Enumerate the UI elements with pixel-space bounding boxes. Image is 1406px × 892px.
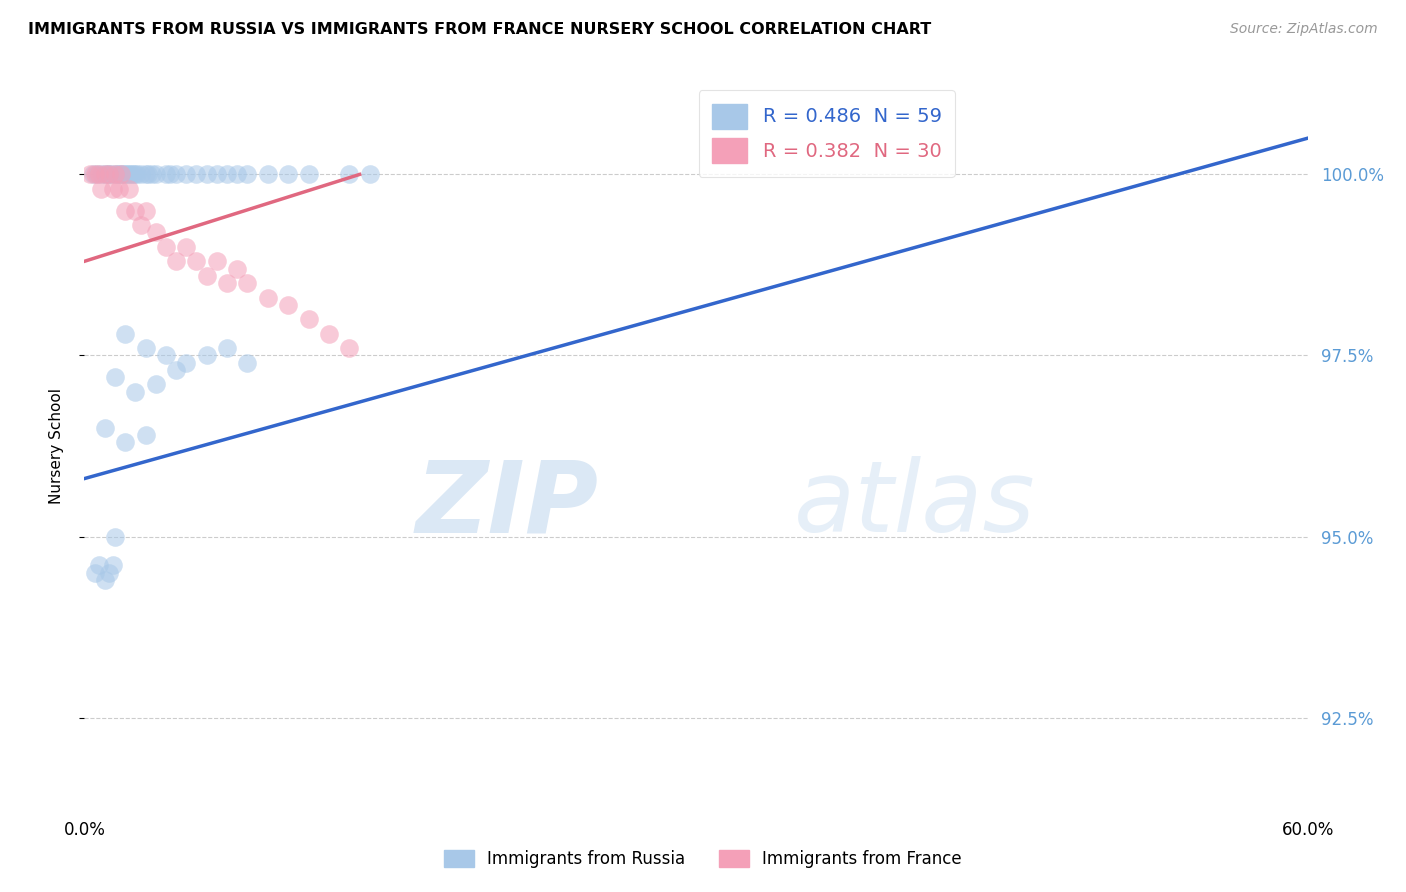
Text: Source: ZipAtlas.com: Source: ZipAtlas.com [1230, 22, 1378, 37]
Legend: Immigrants from Russia, Immigrants from France: Immigrants from Russia, Immigrants from … [437, 843, 969, 875]
Point [155, 349, 177, 363]
Text: atlas: atlas [794, 456, 1035, 553]
Point [110, 168, 132, 182]
Point [114, 203, 136, 218]
Point [114, 168, 136, 182]
Point [165, 363, 187, 377]
Point [135, 428, 157, 442]
Point [97, 566, 120, 580]
Point [131, 218, 153, 232]
Point [141, 168, 163, 182]
Point [174, 240, 197, 254]
Point [205, 168, 228, 182]
Point [131, 168, 153, 182]
Point [298, 312, 321, 326]
Point [136, 168, 159, 182]
Point [155, 240, 177, 254]
Point [120, 168, 142, 182]
Point [257, 168, 280, 182]
Point [82, 168, 104, 182]
Point [159, 168, 181, 182]
Point [236, 356, 259, 370]
Point [165, 254, 187, 268]
Point [145, 377, 167, 392]
Point [195, 349, 218, 363]
Text: IMMIGRANTS FROM RUSSIA VS IMMIGRANTS FROM FRANCE NURSERY SCHOOL CORRELATION CHAR: IMMIGRANTS FROM RUSSIA VS IMMIGRANTS FRO… [28, 22, 931, 37]
Point [318, 326, 340, 341]
Point [165, 168, 187, 182]
Point [93, 421, 115, 435]
Point [101, 182, 124, 196]
Point [108, 182, 131, 196]
Point [236, 168, 259, 182]
Point [104, 370, 127, 384]
Point [104, 168, 127, 182]
Point [122, 168, 145, 182]
Legend: R = 0.486  N = 59, R = 0.382  N = 30: R = 0.486 N = 59, R = 0.382 N = 30 [699, 90, 955, 177]
Point [145, 168, 167, 182]
Point [110, 168, 132, 182]
Point [277, 168, 299, 182]
Point [101, 558, 124, 573]
Point [205, 254, 228, 268]
Point [93, 573, 115, 587]
Point [124, 384, 146, 399]
Point [359, 168, 381, 182]
Point [174, 356, 197, 370]
Point [96, 168, 118, 182]
Point [127, 168, 149, 182]
Point [83, 168, 105, 182]
Point [186, 254, 208, 268]
Point [339, 341, 361, 355]
Point [114, 435, 136, 450]
Point [97, 168, 120, 182]
Point [226, 168, 249, 182]
Point [79, 168, 101, 182]
Point [135, 168, 157, 182]
Point [339, 168, 361, 182]
Point [124, 168, 146, 182]
Point [217, 341, 239, 355]
Point [155, 168, 177, 182]
Point [277, 298, 299, 312]
Point [118, 168, 141, 182]
Point [114, 326, 136, 341]
Point [105, 168, 128, 182]
Point [87, 168, 110, 182]
Point [93, 168, 115, 182]
Point [104, 168, 127, 182]
Point [87, 558, 110, 573]
Point [217, 276, 239, 290]
Point [100, 168, 122, 182]
Point [195, 168, 218, 182]
Point [124, 203, 146, 218]
Point [217, 168, 239, 182]
Point [90, 182, 112, 196]
Point [93, 168, 115, 182]
Point [145, 225, 167, 239]
Y-axis label: Nursery School: Nursery School [49, 388, 63, 504]
Point [257, 291, 280, 305]
Point [298, 168, 321, 182]
Point [195, 268, 218, 283]
Point [90, 168, 112, 182]
Point [104, 529, 127, 543]
Point [86, 168, 108, 182]
Point [236, 276, 259, 290]
Point [118, 182, 141, 196]
Point [226, 261, 249, 276]
Point [115, 168, 138, 182]
Point [135, 203, 157, 218]
Point [112, 168, 135, 182]
Point [135, 341, 157, 355]
Point [186, 168, 208, 182]
Point [83, 566, 105, 580]
Point [108, 168, 131, 182]
Text: ZIP: ZIP [415, 456, 598, 553]
Point [97, 168, 120, 182]
Point [174, 168, 197, 182]
